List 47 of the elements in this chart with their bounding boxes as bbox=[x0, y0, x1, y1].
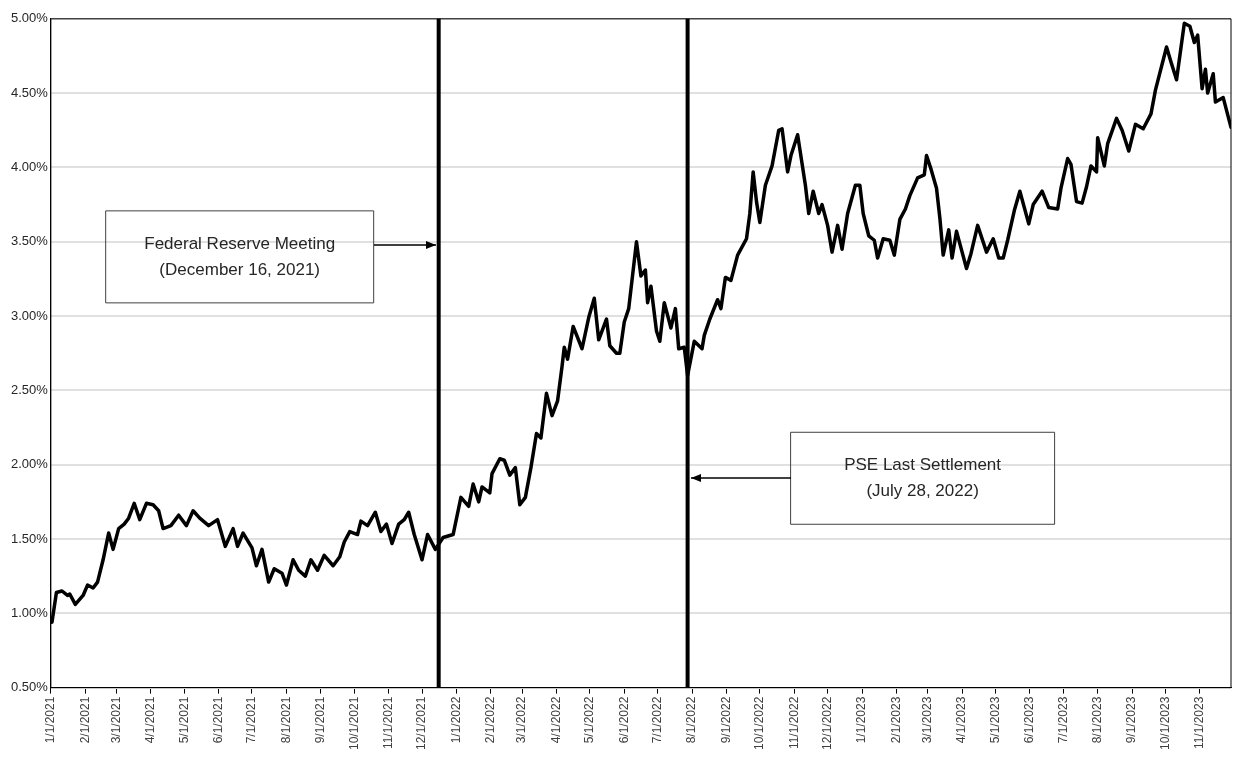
x-tick-label: 11/1/2022 bbox=[786, 696, 801, 750]
x-tick-label: 10/1/2021 bbox=[346, 696, 361, 751]
x-tick-label: 8/1/2023 bbox=[1089, 696, 1104, 744]
x-tick-label: 2/1/2021 bbox=[77, 696, 92, 744]
y-tick-label: 3.50% bbox=[10, 233, 49, 249]
annotation: PSE Last Settlement (July 28, 2022) bbox=[844, 454, 1002, 500]
x-tick-label: 10/1/2022 bbox=[752, 696, 767, 751]
x-tick-label: 7/1/2021 bbox=[244, 696, 259, 744]
x-tick-label: 1/1/2021 bbox=[43, 696, 58, 744]
x-tick-label: 7/1/2023 bbox=[1055, 696, 1070, 744]
x-tick-label: 3/1/2021 bbox=[108, 696, 123, 744]
x-tick-label: 5/1/2022 bbox=[582, 696, 597, 744]
y-tick-label: 2.00% bbox=[10, 456, 49, 472]
x-tick-label: 9/1/2022 bbox=[718, 696, 733, 744]
y-tick-label: 5.00% bbox=[10, 10, 49, 26]
x-tick-label: 8/1/2021 bbox=[278, 696, 293, 744]
annotation: Federal Reserve Meeting (December 16, 2021) bbox=[144, 233, 336, 279]
y-tick-label: 0.50% bbox=[10, 679, 49, 695]
x-tick-label: 3/1/2023 bbox=[919, 696, 934, 744]
x-tick-label: 4/1/2021 bbox=[143, 696, 158, 744]
y-tick-label: 4.00% bbox=[10, 159, 49, 174]
y-tick-label: 3.00% bbox=[10, 307, 49, 323]
x-tick-label: 3/1/2022 bbox=[514, 696, 529, 744]
y-tick-label: 4.50% bbox=[10, 84, 49, 100]
x-tick-label: 6/1/2021 bbox=[210, 696, 225, 744]
x-tick-label: 7/1/2022 bbox=[649, 696, 664, 744]
y-tick-label: 2.50% bbox=[10, 381, 49, 397]
x-tick-label: 5/1/2023 bbox=[987, 696, 1002, 744]
x-tick-label: 1/1/2023 bbox=[854, 696, 869, 744]
x-tick-label: 12/1/2022 bbox=[819, 696, 834, 751]
y-tick-label: 1.50% bbox=[10, 530, 49, 546]
x-tick-label: 9/1/2021 bbox=[313, 696, 328, 744]
x-tick-label: 1/1/2022 bbox=[448, 696, 463, 744]
x-tick-label: 2/1/2022 bbox=[483, 696, 498, 744]
x-tick-label: 9/1/2023 bbox=[1124, 696, 1139, 744]
x-tick-label: 11/1/2021 bbox=[380, 696, 395, 750]
x-tick-label: 6/1/2023 bbox=[1022, 696, 1037, 744]
x-tick-label: 11/1/2023 bbox=[1192, 696, 1207, 750]
x-tick-label: 2/1/2023 bbox=[888, 696, 903, 744]
x-tick-label: 10/1/2023 bbox=[1157, 696, 1172, 751]
x-tick-label: 12/1/2021 bbox=[414, 696, 429, 751]
y-tick-label: 1.00% bbox=[10, 604, 49, 620]
x-tick-label: 8/1/2022 bbox=[684, 696, 699, 744]
x-tick-label: 4/1/2023 bbox=[954, 696, 969, 744]
x-tick-label: 4/1/2022 bbox=[548, 696, 563, 744]
x-tick-label: 6/1/2022 bbox=[616, 696, 631, 744]
x-tick-label: 5/1/2021 bbox=[176, 696, 191, 744]
